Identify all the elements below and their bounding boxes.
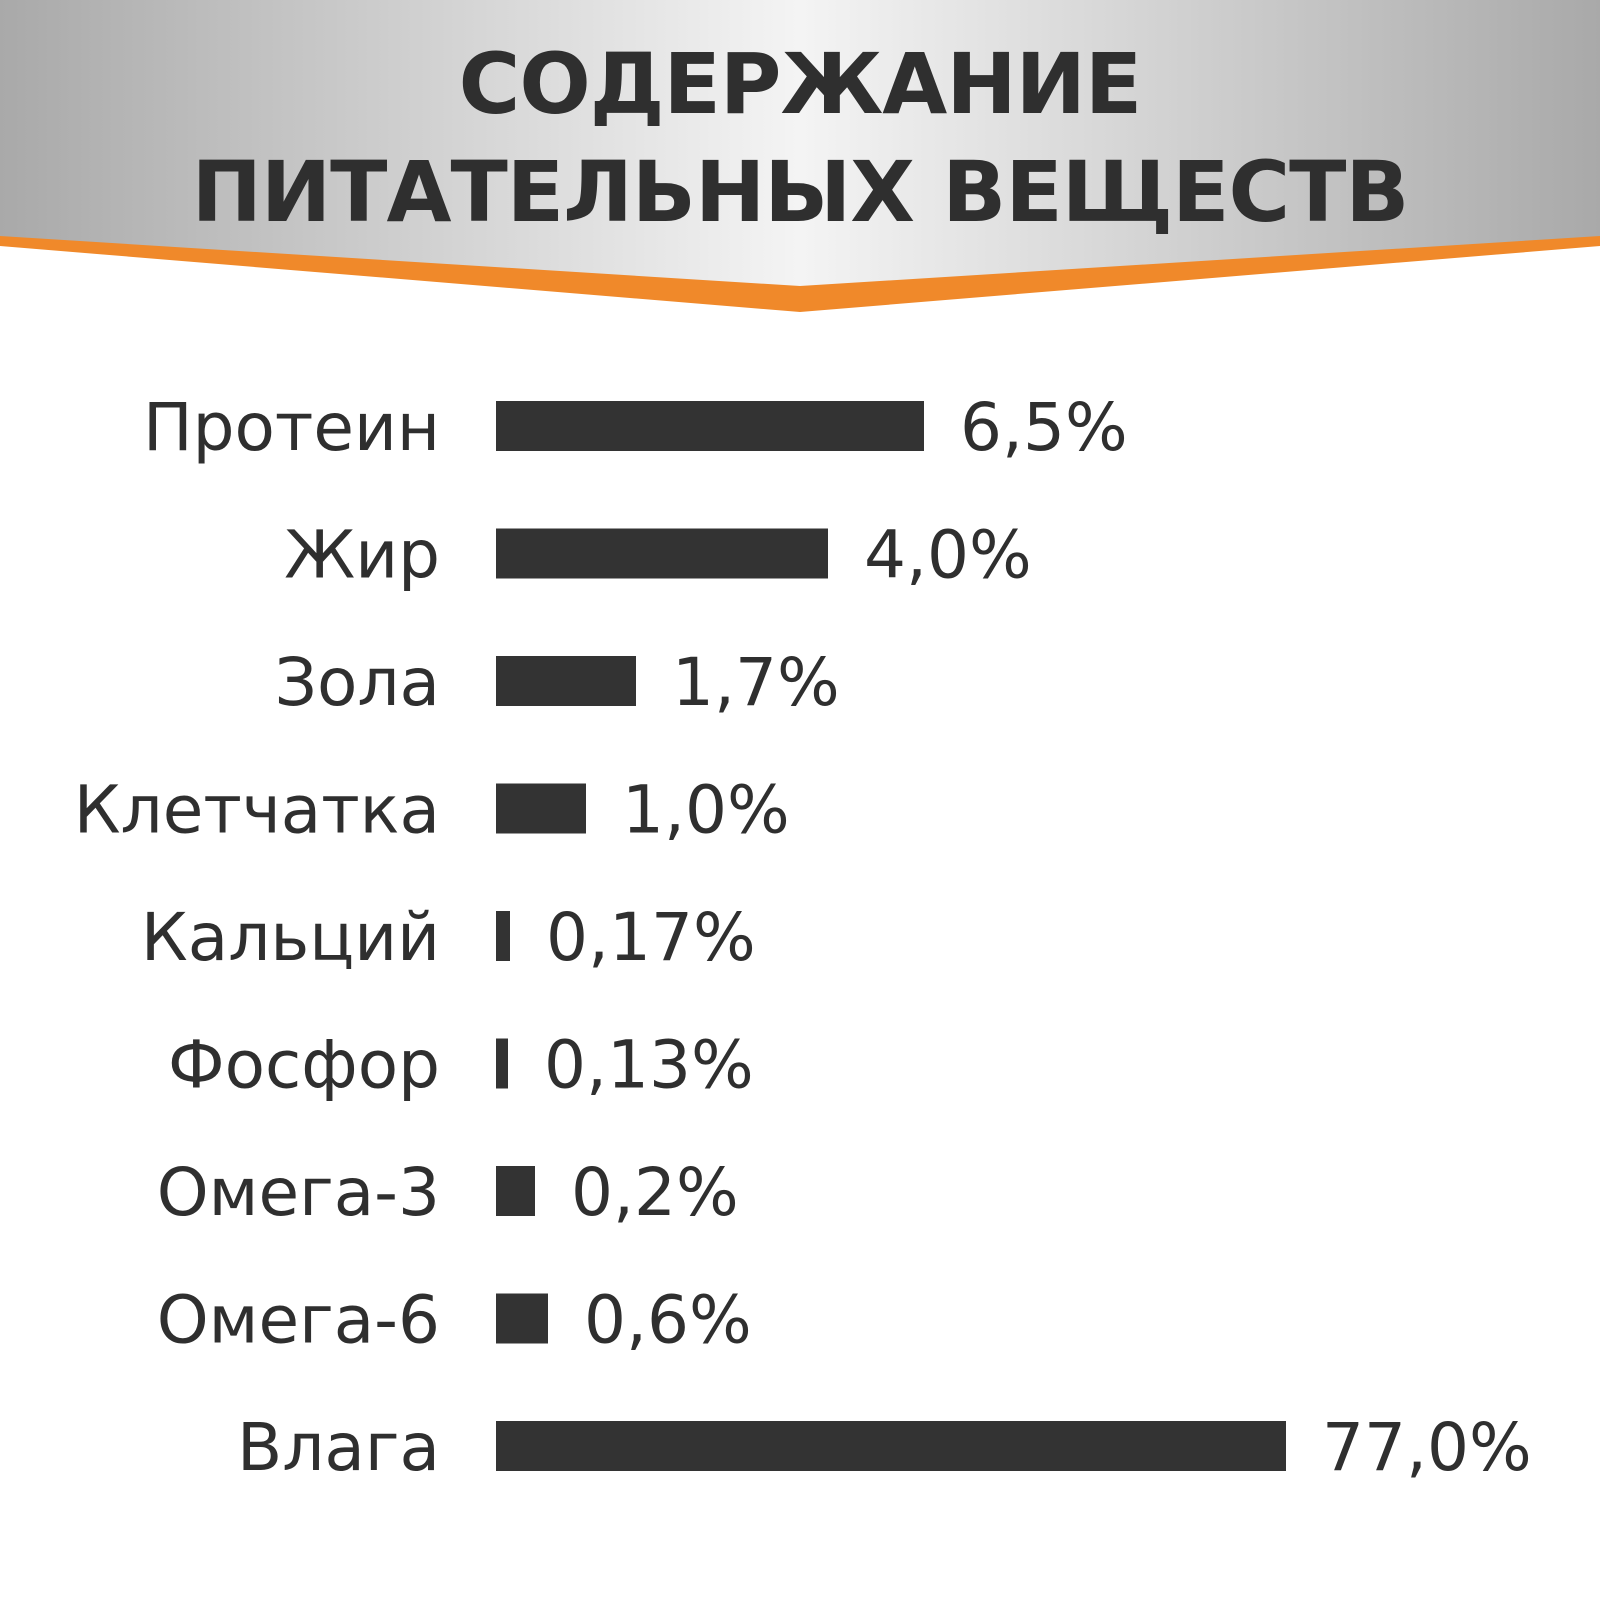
value-label: 0,13% xyxy=(544,1027,754,1104)
category-label: Кальций xyxy=(141,899,440,976)
category-label: Зола xyxy=(275,644,440,721)
bar xyxy=(496,1421,1286,1471)
bar-row-1: Жир 4,0% xyxy=(284,517,1032,594)
header-banner xyxy=(0,0,1600,312)
bar-row-3: Клетчатка 1,0% xyxy=(74,772,790,849)
bar-row-8: Влага 77,0% xyxy=(237,1409,1532,1486)
bar xyxy=(496,656,636,706)
value-label: 77,0% xyxy=(1322,1409,1532,1486)
bar-row-0: Протеин 6,5% xyxy=(143,389,1128,466)
bar-row-6: Омега-3 0,2% xyxy=(157,1154,739,1231)
bar-row-7: Омега-6 0,6% xyxy=(157,1282,752,1359)
bar xyxy=(496,528,828,579)
value-label: 0,2% xyxy=(571,1154,739,1231)
value-label: 1,0% xyxy=(622,772,790,849)
value-label: 0,17% xyxy=(546,899,756,976)
bar xyxy=(496,783,586,834)
category-label: Омега-6 xyxy=(157,1282,440,1359)
value-label: 4,0% xyxy=(864,517,1032,594)
category-label: Влага xyxy=(237,1409,440,1486)
value-label: 0,6% xyxy=(584,1282,752,1359)
page-title-line-2: ПИТАТЕЛЬНЫХ ВЕЩЕСТВ xyxy=(191,143,1410,241)
bar xyxy=(496,1166,535,1216)
value-label: 6,5% xyxy=(960,389,1128,466)
bar xyxy=(496,911,510,961)
category-label: Жир xyxy=(284,517,440,594)
category-label: Протеин xyxy=(143,389,440,466)
bar xyxy=(496,1293,548,1344)
bar-row-4: Кальций 0,17% xyxy=(141,899,756,976)
value-label: 1,7% xyxy=(672,644,840,721)
category-label: Омега-3 xyxy=(157,1154,440,1231)
bar-row-5: Фосфор 0,13% xyxy=(168,1027,754,1104)
category-label: Фосфор xyxy=(168,1027,440,1104)
page-title-line-1: СОДЕРЖАНИЕ xyxy=(458,35,1143,133)
header-silver-band xyxy=(0,0,1600,286)
bar xyxy=(496,401,924,451)
category-label: Клетчатка xyxy=(74,772,440,849)
bar-row-2: Зола 1,7% xyxy=(275,644,840,721)
bar xyxy=(496,1038,508,1089)
